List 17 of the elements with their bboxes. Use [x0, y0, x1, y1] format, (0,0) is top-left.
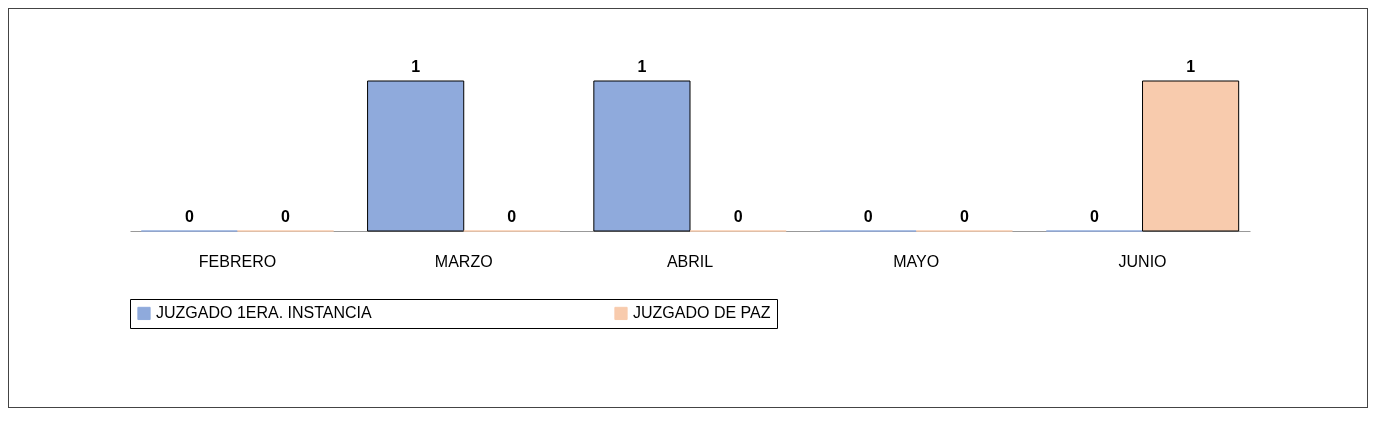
data-label: 0 [863, 208, 873, 225]
data-label: 1 [637, 58, 647, 75]
data-label: 0 [184, 208, 194, 225]
data-label: 0 [733, 208, 743, 225]
legend-label: JUZGADO DE PAZ [633, 304, 771, 322]
x-tick-label: JUNIO [1118, 252, 1167, 270]
data-label: 1 [411, 58, 421, 75]
x-tick-label: FEBRERO [198, 252, 277, 270]
data-label: 0 [1089, 208, 1099, 225]
x-tick-label: MAYO [893, 252, 940, 270]
x-tick-label: ABRIL [666, 252, 714, 270]
data-label: 0 [281, 208, 291, 225]
data-label: 0 [959, 208, 969, 225]
legend-label: JUZGADO 1ERA. INSTANCIA [156, 304, 373, 322]
data-label: 0 [507, 208, 517, 225]
x-tick-label: MARZO [434, 252, 493, 270]
data-label: 1 [1186, 58, 1196, 75]
